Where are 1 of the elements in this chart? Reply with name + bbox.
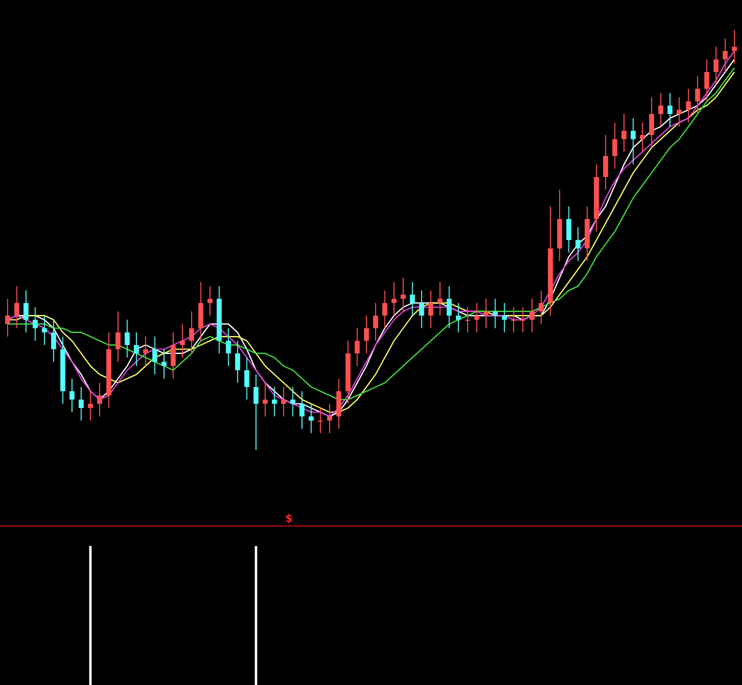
text: $: [285, 512, 293, 525]
